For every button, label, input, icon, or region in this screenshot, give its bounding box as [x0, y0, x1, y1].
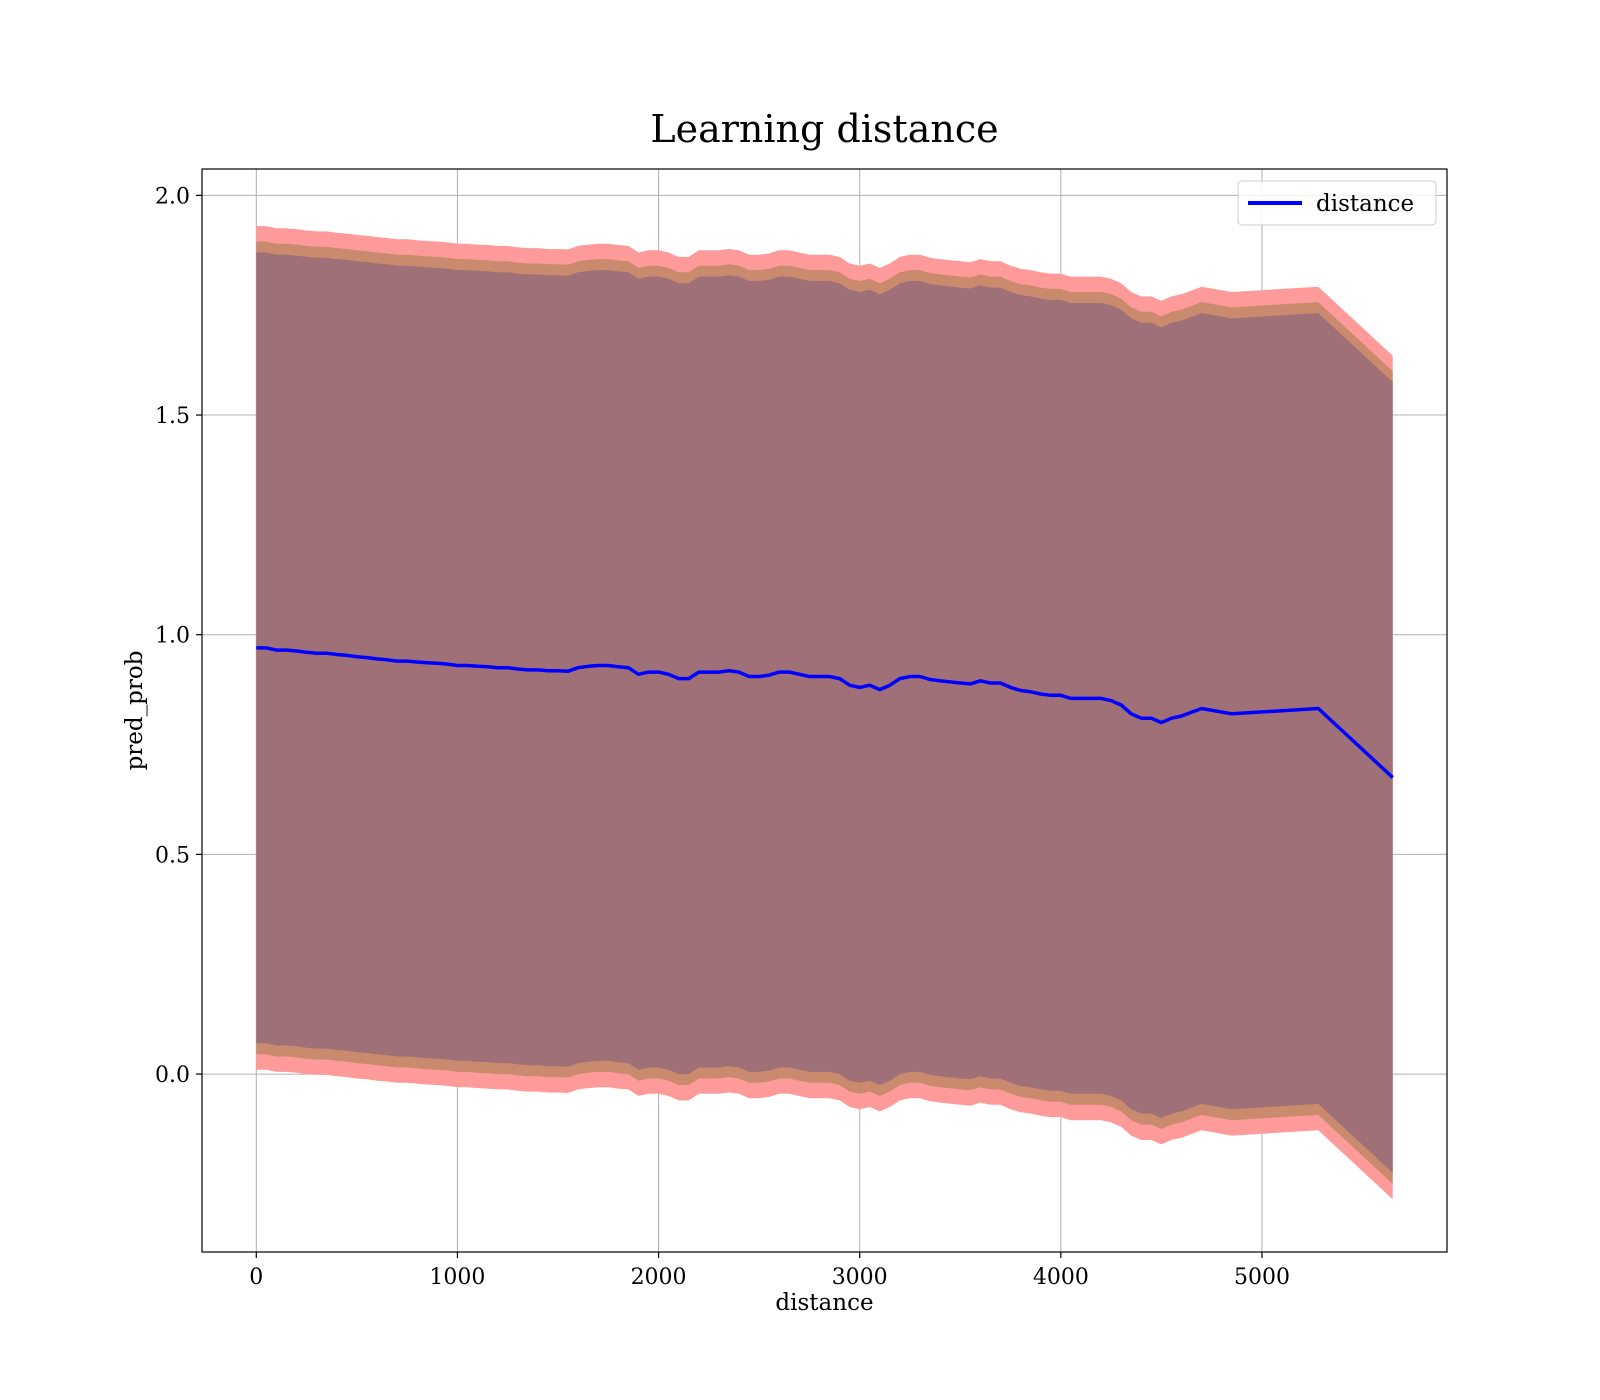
x-tick-label: 4000 — [1033, 1265, 1089, 1290]
legend-label-distance: distance — [1316, 191, 1414, 217]
y-axis-label: pred_prob — [122, 651, 148, 771]
y-tick-label: 1.5 — [155, 404, 190, 429]
x-tick-label: 2000 — [631, 1265, 687, 1290]
x-tick-label: 1000 — [429, 1265, 485, 1290]
plot-frame — [201, 168, 1448, 1253]
x-tick-label: 3000 — [832, 1265, 888, 1290]
confidence-bands — [256, 226, 1393, 1200]
band-inner — [256, 252, 1393, 1173]
x-axis-ticks: 0 1000 2000 3000 4000 5000 — [249, 1252, 1290, 1290]
y-axis-ticks: 0.0 0.5 1.0 1.5 2.0 — [155, 184, 202, 1088]
y-tick-label: 1.0 — [155, 624, 190, 649]
y-tick-label: 2.0 — [155, 184, 190, 209]
legend: distance — [1237, 180, 1437, 226]
series-line-distance — [256, 646, 1394, 779]
y-tick-label: 0.0 — [155, 1063, 190, 1088]
x-tick-label: 5000 — [1234, 1265, 1290, 1290]
chart-title: Learning distance — [650, 107, 998, 151]
x-tick-label: 0 — [249, 1265, 263, 1290]
x-axis-label: distance — [775, 1290, 873, 1316]
legend-box — [1237, 180, 1437, 226]
series-lines — [256, 646, 1394, 779]
y-tick-label: 0.5 — [155, 843, 190, 868]
